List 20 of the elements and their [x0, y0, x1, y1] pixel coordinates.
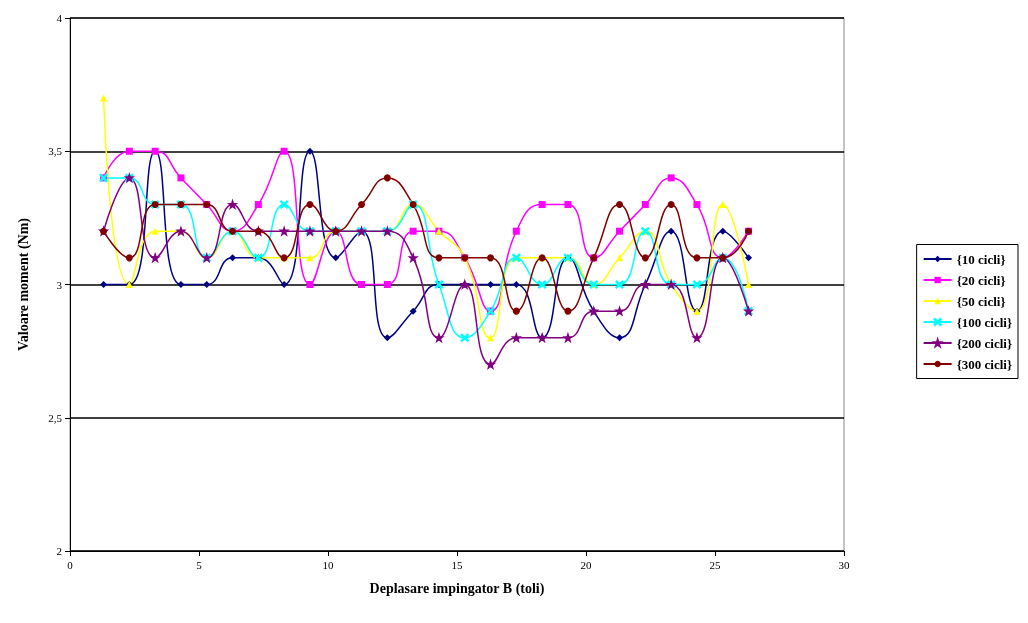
x-tick-label: 25 — [709, 558, 721, 571]
y-tick-label: 2 — [56, 545, 62, 557]
y-axis-title: Valoare moment (Nm) — [15, 217, 32, 351]
x-tick-label: 30 — [838, 558, 850, 571]
y-tick-label: 2,5 — [48, 411, 63, 424]
legend-label: {20 cicli} — [956, 272, 1006, 288]
x-tick-label: 10 — [322, 558, 334, 571]
x-tick-label: 0 — [67, 558, 74, 571]
legend-label: {100 cicli} — [956, 314, 1012, 330]
legend-label: {50 cicli} — [956, 293, 1006, 309]
y-tick-label: 3,5 — [48, 145, 63, 158]
x-axis-title: Deplasare impingator B (toli) — [369, 580, 545, 597]
y-tick-label: 4 — [56, 12, 63, 24]
y-tick-label: 3 — [56, 278, 63, 291]
legend-label: {10 cicli} — [956, 251, 1006, 267]
x-tick-label: 5 — [196, 558, 203, 571]
legend-label: {200 cicli} — [956, 335, 1012, 351]
x-tick-label: 15 — [451, 558, 463, 571]
legend-label: {300 cicli} — [956, 356, 1012, 372]
x-tick-label: 20 — [580, 558, 592, 571]
